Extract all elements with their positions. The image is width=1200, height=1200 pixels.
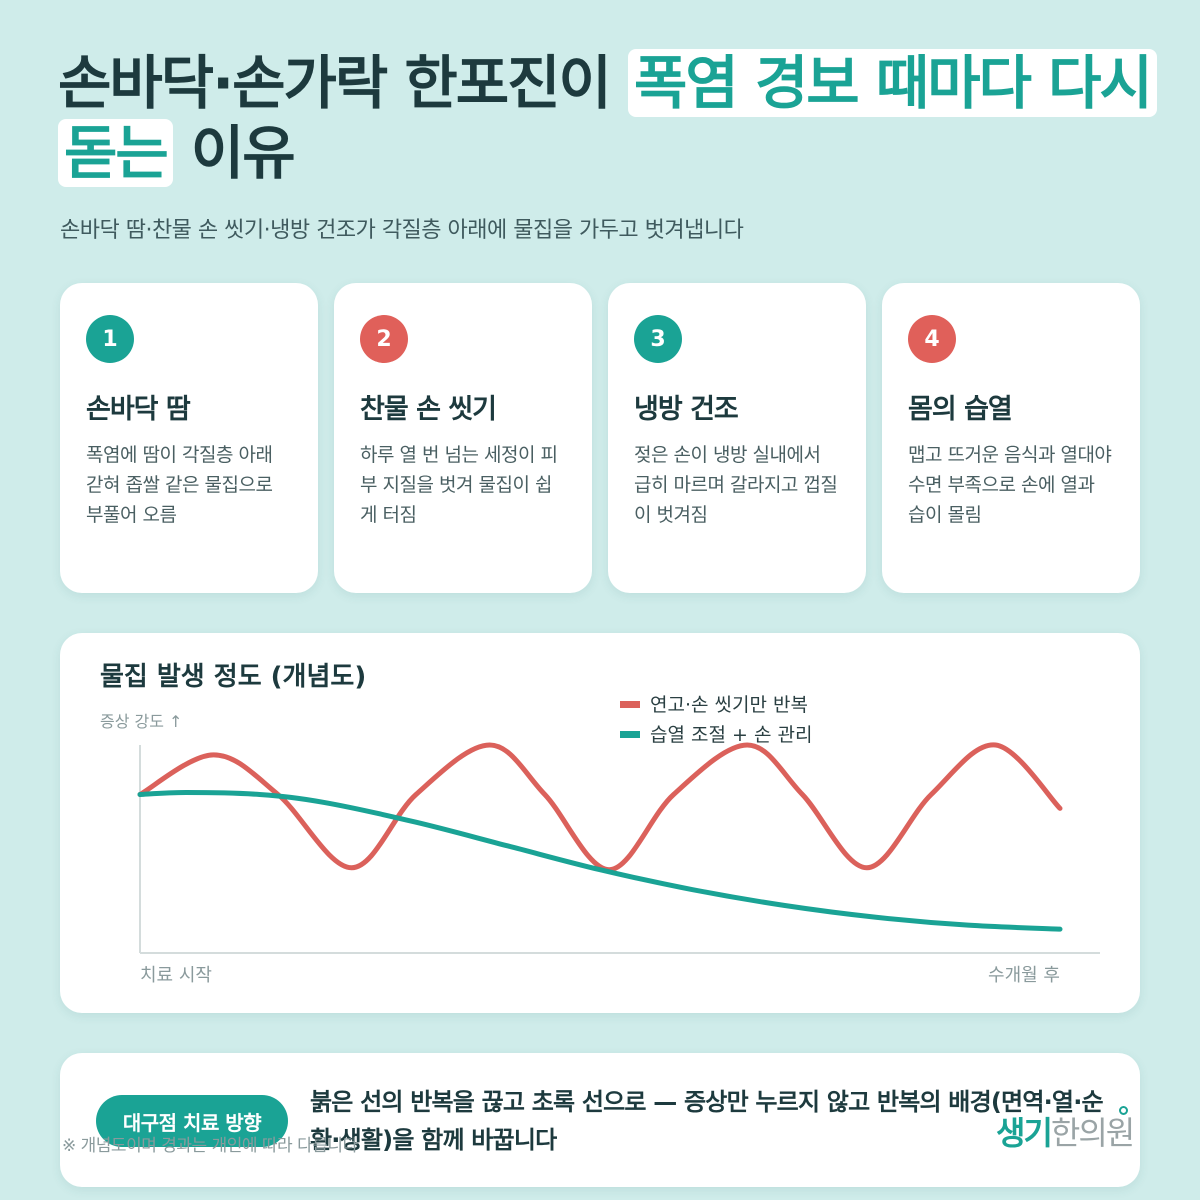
legend-label-2: 습열 조절 + 손 관리 — [650, 724, 812, 746]
footnote: ※ 개념도이며 경과는 개인에 따라 다릅니다 — [62, 1136, 358, 1156]
card-number-badge: 3 — [634, 315, 682, 363]
card-title: 손바닥 땀 — [86, 394, 191, 425]
card-number-badge: 2 — [360, 315, 408, 363]
card-title: 몸의 습열 — [908, 394, 1013, 425]
cause-card-1: 1 손바닥 땀 폭염에 땀이 각질층 아래 갇혀 좁쌀 같은 물집으로 부풀어 … — [60, 283, 318, 593]
legend-label-1: 연고·손 씻기만 반복 — [650, 694, 808, 716]
y-axis-label: 증상 강도 ↑ — [100, 712, 182, 731]
card-description: 폭염에 땀이 각질층 아래 갇혀 좁쌀 같은 물집으로 부풀어 오름 — [86, 444, 273, 526]
brand-name-colored: 생기 — [996, 1114, 1053, 1152]
treatment-message: 붉은 선의 반복을 끊고 초록 선으로 — 증상만 누르지 않고 반복의 배경(… — [310, 1088, 1104, 1154]
treatment-direction-badge: 대구점 치료 방향 — [96, 1095, 288, 1147]
card-title: 찬물 손 씻기 — [360, 394, 497, 425]
page-subtitle: 손바닥 땀·찬물 손 씻기·냉방 건조가 각질층 아래에 물집을 가두고 벗겨냅… — [60, 218, 744, 243]
treatment-panel: 대구점 치료 방향 붉은 선의 반복을 끊고 초록 선으로 — 증상만 누르지 … — [60, 1053, 1140, 1187]
card-title: 냉방 건조 — [634, 394, 739, 425]
series-line-2 — [137, 790, 1063, 932]
brand-dot-icon — [1119, 1106, 1128, 1115]
legend-swatch-1 — [620, 701, 640, 708]
series-layer — [137, 742, 1063, 932]
chart-title: 물집 발생 정도 (개념도) — [100, 662, 366, 692]
series-line-1 — [137, 742, 1063, 873]
brand-name-gray: 한의원 — [1050, 1114, 1135, 1152]
title-part1: 손바닥·손가락 한포진이 — [58, 49, 629, 117]
card-number-badge: 1 — [86, 315, 134, 363]
cause-card-4: 4 몸의 습열 맵고 뜨거운 음식과 열대야 수면 부족으로 손에 열과 습이 … — [882, 283, 1140, 593]
page-title: 손바닥·손가락 한포진이 폭염 경보 때마다 다시 돋는 이유 — [58, 48, 1158, 188]
legend-swatch-2 — [620, 731, 640, 738]
title-part2: 이유 — [172, 119, 296, 187]
x-axis-start-label: 치료 시작 — [140, 965, 212, 986]
cause-card-2: 2 찬물 손 씻기 하루 열 번 넘는 세정이 피부 지질을 벗겨 물집이 쉽게… — [334, 283, 592, 593]
blister-chart: 물집 발생 정도 (개념도) 증상 강도 ↑ 치료 시작 수개월 후 연고·손 … — [100, 662, 1100, 986]
card-description: 하루 열 번 넘는 세정이 피부 지질을 벗겨 물집이 쉽게 터짐 — [360, 444, 558, 526]
x-axis-end-label: 수개월 후 — [988, 965, 1060, 986]
chart-panel: 물집 발생 정도 (개념도) 증상 강도 ↑ 치료 시작 수개월 후 연고·손 … — [60, 633, 1140, 1013]
card-description: 맵고 뜨거운 음식과 열대야 수면 부족으로 손에 열과 습이 몰림 — [908, 444, 1112, 526]
card-description: 젖은 손이 냉방 실내에서 급히 마르며 갈라지고 껍질이 벗겨짐 — [634, 444, 838, 526]
card-number-badge: 4 — [908, 315, 956, 363]
brand-logo: 생기한의원 — [996, 1108, 1135, 1154]
cause-card-3: 3 냉방 건조 젖은 손이 냉방 실내에서 급히 마르며 갈라지고 껍질이 벗겨… — [608, 283, 866, 593]
